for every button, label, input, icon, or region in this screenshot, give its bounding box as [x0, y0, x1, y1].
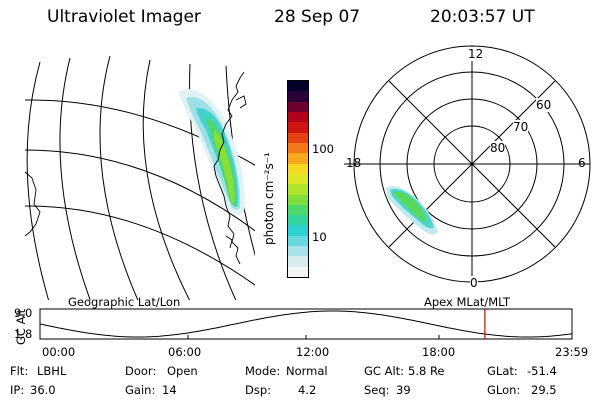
ip-label: IP:	[10, 383, 25, 397]
gain-label: Gain:	[125, 383, 156, 397]
dsp-label: Dsp:	[245, 383, 272, 397]
filter-value: LBHL	[37, 364, 67, 378]
mode-value: Normal	[286, 364, 328, 378]
colorbar-segment	[288, 266, 308, 277]
colorbar-segment	[288, 122, 308, 133]
aurora-map-emission	[178, 89, 245, 215]
colorbar-tick-10: 10	[312, 230, 327, 244]
colorbar-segment	[288, 194, 308, 205]
colorbar-segment	[288, 184, 308, 195]
colorbar-segment	[288, 81, 308, 92]
time-tick-1200: 12:00	[296, 345, 330, 359]
color-scale-bar	[287, 80, 309, 278]
glat-label: GLat:	[487, 364, 518, 378]
altitude-ytick-1-8: 1.8	[14, 327, 33, 341]
door-value: Open	[167, 364, 198, 378]
filter-label: Flt:	[10, 364, 29, 378]
mlt-label-6: 6	[578, 156, 586, 170]
time-tick-2359: 23:59	[555, 345, 589, 359]
colorbar-segment	[288, 153, 308, 164]
observation-date: 28 Sep 07	[274, 7, 361, 27]
colorbar-segment	[288, 235, 308, 247]
geo-panel-label: Geographic Lat/Lon	[68, 295, 181, 309]
altitude-ytick-9: 9.0	[14, 306, 33, 320]
mode-label: Mode:	[245, 364, 281, 378]
mlt-label-0: 0	[470, 276, 478, 290]
seq-label: Seq:	[364, 383, 390, 397]
seq-value: 39	[396, 383, 411, 397]
glat-value: -51.4	[527, 364, 557, 378]
colorbar-tick-100: 100	[312, 142, 334, 156]
door-label: Door:	[125, 364, 157, 378]
colorbar-segment	[288, 91, 308, 102]
mlat-label-60: 60	[536, 98, 552, 112]
gc-alt-label: GC Alt:	[364, 364, 405, 378]
colorbar-segment	[288, 215, 308, 226]
colorbar-segment	[288, 112, 308, 123]
altitude-curve	[39, 310, 573, 338]
mlt-label-12: 12	[468, 47, 484, 61]
time-tick-0600: 06:00	[168, 345, 202, 359]
aurora-polar-emission	[386, 186, 438, 235]
colorbar-segment	[288, 246, 308, 257]
glon-label: GLon:	[487, 383, 521, 397]
colorbar-segment	[288, 101, 308, 112]
colorbar-segment	[288, 204, 308, 216]
colorbar-segment	[288, 163, 308, 174]
colorbar-segment	[288, 225, 308, 236]
gc-alt-value: 5.8 Re	[408, 364, 445, 378]
mlat-label-80: 80	[490, 141, 506, 155]
instrument-title: Ultraviolet Imager	[47, 7, 201, 27]
colorbar-segment	[288, 132, 308, 143]
time-tick-1800: 18:00	[422, 345, 456, 359]
colorbar-segment	[288, 173, 308, 185]
colorbar-segment	[288, 256, 308, 267]
gain-value: 14	[162, 383, 177, 397]
glon-value: 29.5	[531, 383, 557, 397]
mlt-label-18: 18	[346, 156, 362, 170]
observation-time: 20:03:57 UT	[430, 7, 535, 27]
ip-value: 36.0	[30, 383, 56, 397]
mlat-label-70: 70	[513, 120, 529, 134]
time-tick-0000: 00:00	[42, 345, 76, 359]
polar-panel-label: Apex MLat/MLT	[424, 295, 511, 309]
dsp-value: 4.2	[298, 383, 317, 397]
colorbar-segment	[288, 142, 308, 154]
